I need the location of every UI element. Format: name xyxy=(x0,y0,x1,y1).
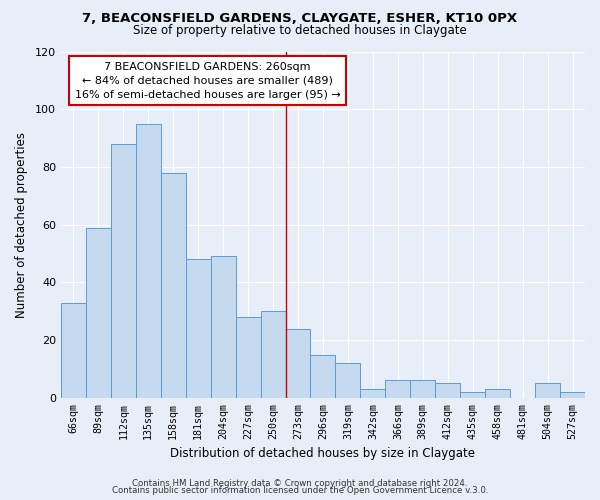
Bar xyxy=(310,354,335,398)
Text: 7, BEACONSFIELD GARDENS, CLAYGATE, ESHER, KT10 0PX: 7, BEACONSFIELD GARDENS, CLAYGATE, ESHER… xyxy=(82,12,518,26)
Bar xyxy=(535,384,560,398)
Text: Contains HM Land Registry data © Crown copyright and database right 2024.: Contains HM Land Registry data © Crown c… xyxy=(132,478,468,488)
Bar xyxy=(260,311,286,398)
Bar xyxy=(111,144,136,398)
Bar xyxy=(560,392,585,398)
Bar xyxy=(136,124,161,398)
Bar xyxy=(435,384,460,398)
Bar xyxy=(236,317,260,398)
Bar xyxy=(410,380,435,398)
Text: 7 BEACONSFIELD GARDENS: 260sqm
← 84% of detached houses are smaller (489)
16% of: 7 BEACONSFIELD GARDENS: 260sqm ← 84% of … xyxy=(75,62,341,100)
Bar xyxy=(335,363,361,398)
Y-axis label: Number of detached properties: Number of detached properties xyxy=(15,132,28,318)
Bar xyxy=(186,260,211,398)
Bar xyxy=(86,228,111,398)
Bar xyxy=(161,172,186,398)
Bar xyxy=(61,302,86,398)
Bar xyxy=(460,392,485,398)
Text: Size of property relative to detached houses in Claygate: Size of property relative to detached ho… xyxy=(133,24,467,37)
Text: Contains public sector information licensed under the Open Government Licence v.: Contains public sector information licen… xyxy=(112,486,488,495)
Bar xyxy=(385,380,410,398)
X-axis label: Distribution of detached houses by size in Claygate: Distribution of detached houses by size … xyxy=(170,447,475,460)
Bar xyxy=(286,328,310,398)
Bar xyxy=(211,256,236,398)
Bar xyxy=(361,389,385,398)
Bar xyxy=(485,389,510,398)
